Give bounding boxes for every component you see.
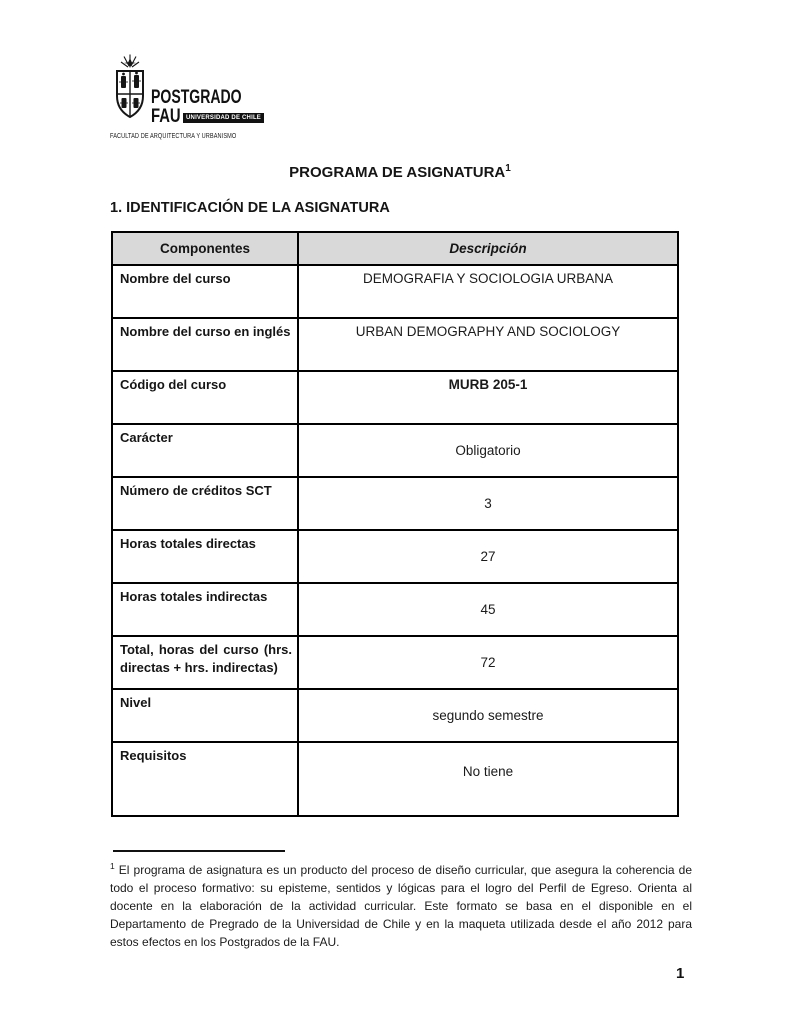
row-value: 3 (297, 476, 679, 531)
row-label: Nombre del curso en inglés (111, 317, 299, 372)
table-row: Nombre del curso DEMOGRAFIA Y SOCIOLOGIA… (111, 264, 679, 319)
footnote-body: 1 El programa de asignatura es un produc… (110, 857, 692, 951)
footnote-text: El programa de asignatura es un producto… (110, 863, 692, 949)
row-label: Total, horas del curso (hrs. directas + … (111, 635, 299, 690)
row-label: Horas totales directas (111, 529, 299, 584)
row-label: Carácter (111, 423, 299, 478)
row-value: No tiene (297, 741, 679, 817)
footnote: 1 El programa de asignatura es un produc… (110, 850, 692, 951)
header-descripcion: Descripción (297, 231, 679, 266)
footnote-ref: 1 (110, 861, 115, 871)
logo-postgrado-text: POSTGRADO (151, 86, 242, 108)
table-header-row: Componentes Descripción (111, 231, 679, 266)
row-value: URBAN DEMOGRAPHY AND SOCIOLOGY (297, 317, 679, 372)
logo-faculty-subtitle: FACULTAD DE ARQUITECTURA Y URBANISMO (110, 133, 237, 140)
row-label: Nivel (111, 688, 299, 743)
table-row: Código del curso MURB 205-1 (111, 370, 679, 425)
section-heading: 1. IDENTIFICACIÓN DE LA ASIGNATURA (110, 200, 390, 216)
document-title-text: PROGRAMA DE ASIGNATURA (289, 164, 506, 181)
row-value: MURB 205-1 (297, 370, 679, 425)
row-label: Horas totales indirectas (111, 582, 299, 637)
header-logo: POSTGRADO FAU UNIVERSIDAD DE CHILE FACUL… (110, 54, 265, 143)
table-row: Número de créditos SCT 3 (111, 476, 679, 531)
table-row: Carácter Obligatorio (111, 423, 679, 478)
table-row: Total, horas del curso (hrs. directas + … (111, 635, 679, 690)
row-value: 72 (297, 635, 679, 690)
logo-university-banner: UNIVERSIDAD DE CHILE (183, 112, 265, 123)
row-label: Nombre del curso (111, 264, 299, 319)
row-label: Requisitos (111, 741, 299, 817)
university-crest-icon (110, 54, 150, 125)
row-value: 27 (297, 529, 679, 584)
document-title: PROGRAMA DE ASIGNATURA1 (0, 163, 800, 181)
row-label: Código del curso (111, 370, 299, 425)
row-value: Obligatorio (297, 423, 679, 478)
table-row: Horas totales directas 27 (111, 529, 679, 584)
logo-fau-text: FAU (151, 105, 181, 127)
row-value: 45 (297, 582, 679, 637)
title-footnote-ref: 1 (505, 163, 511, 174)
table-row: Nombre del curso en inglés URBAN DEMOGRA… (111, 317, 679, 372)
row-value: segundo semestre (297, 688, 679, 743)
row-value: DEMOGRAFIA Y SOCIOLOGIA URBANA (297, 264, 679, 319)
table-row: Requisitos No tiene (111, 741, 679, 817)
page-number: 1 (676, 965, 685, 982)
row-label: Número de créditos SCT (111, 476, 299, 531)
footnote-separator (113, 850, 285, 852)
course-identification-table: Componentes Descripción Nombre del curso… (111, 231, 679, 817)
table-row: Horas totales indirectas 45 (111, 582, 679, 637)
header-componentes: Componentes (111, 231, 299, 266)
table-row: Nivel segundo semestre (111, 688, 679, 743)
logo-wordmark: POSTGRADO FAU UNIVERSIDAD DE CHILE (151, 86, 273, 127)
